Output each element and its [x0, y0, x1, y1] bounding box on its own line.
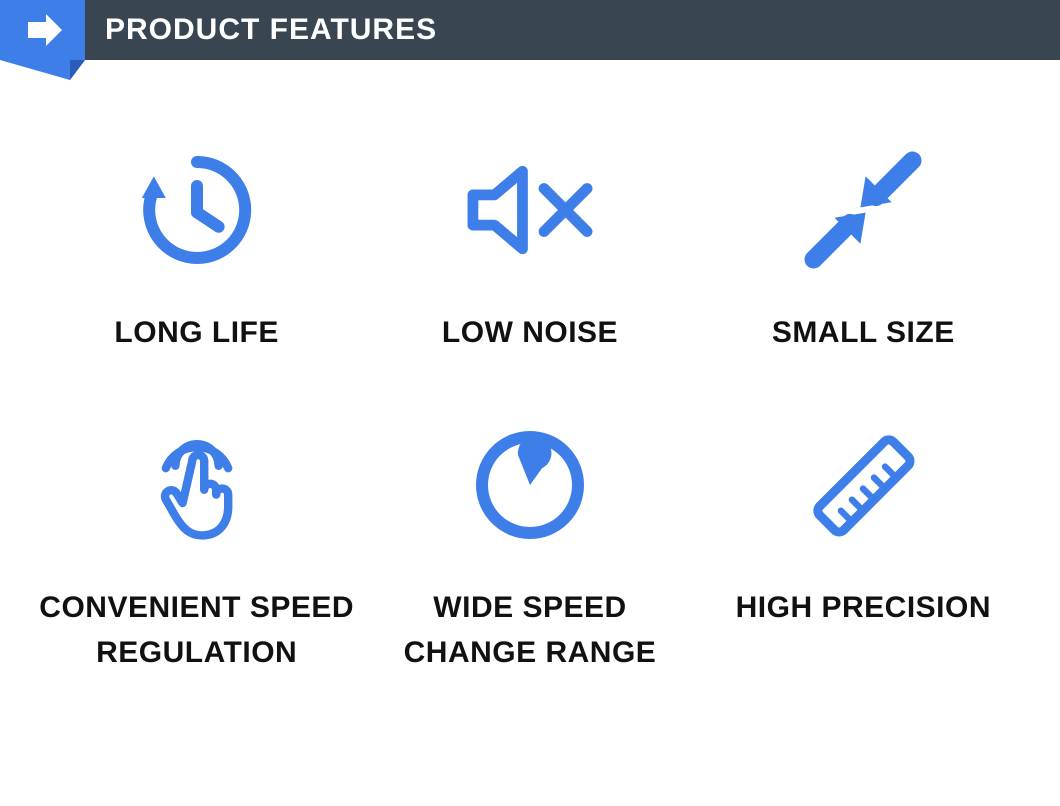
- feature-low-noise: LOW NOISE: [363, 140, 696, 355]
- feature-label: LONG LIFE: [114, 310, 279, 355]
- feature-label: LOW NOISE: [442, 310, 618, 355]
- feature-label: CONVENIENT SPEED REGULATION: [30, 585, 363, 675]
- history-clock-icon: [127, 140, 267, 280]
- feature-label: WIDE SPEED CHANGE RANGE: [363, 585, 696, 675]
- header-title: PRODUCT FEATURES: [105, 13, 437, 47]
- compress-arrows-icon: [793, 140, 933, 280]
- feature-high-precision: HIGH PRECISION: [697, 415, 1030, 675]
- feature-long-life: LONG LIFE: [30, 140, 363, 355]
- header-spacer: [0, 60, 1060, 80]
- feature-convenient-speed-regulation: CONVENIENT SPEED REGULATION: [30, 415, 363, 675]
- feature-label: HIGH PRECISION: [736, 585, 991, 630]
- ruler-icon: [793, 415, 933, 555]
- touch-hand-icon: [127, 415, 267, 555]
- feature-small-size: SMALL SIZE: [697, 140, 1030, 355]
- features-grid: LONG LIFE LOW NOISE: [0, 80, 1060, 675]
- header-bar: PRODUCT FEATURES: [0, 0, 1060, 60]
- feature-label: SMALL SIZE: [772, 310, 955, 355]
- feature-wide-speed-change-range: WIDE SPEED CHANGE RANGE: [363, 415, 696, 675]
- header-accent: [0, 0, 90, 60]
- speaker-mute-icon: [460, 140, 600, 280]
- gauge-dial-icon: [460, 415, 600, 555]
